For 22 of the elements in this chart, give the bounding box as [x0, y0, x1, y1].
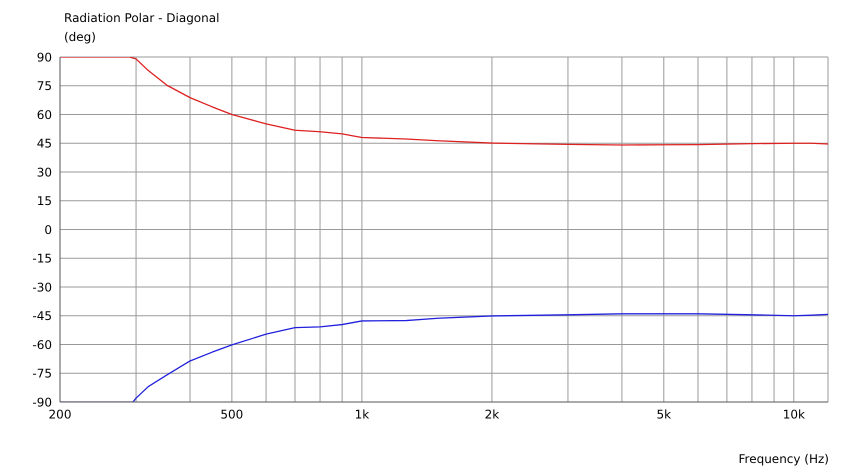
- y-tick-label: 0: [44, 222, 52, 237]
- y-tick-label: -90: [32, 395, 52, 410]
- x-tick-label: 2k: [484, 408, 500, 422]
- y-tick-label: 90: [36, 50, 52, 64]
- x-tick-label: 10k: [782, 408, 805, 422]
- x-tick-label: 500: [220, 408, 244, 422]
- y-tick-label: -60: [32, 338, 52, 352]
- y-tick-label: 15: [36, 194, 52, 208]
- y-axis-title: (deg): [64, 30, 96, 44]
- y-tick-label: -15: [32, 252, 52, 266]
- y-tick-label: 45: [36, 136, 52, 151]
- x-tick-label: 200: [48, 408, 72, 422]
- y-tick-label: 30: [36, 165, 52, 180]
- x-axis-title: Frequency (Hz): [738, 452, 829, 466]
- chart-title: Radiation Polar - Diagonal: [64, 11, 220, 25]
- y-tick-label: -45: [32, 309, 52, 324]
- y-tick-label: 75: [36, 79, 52, 94]
- y-tick-label: -30: [32, 280, 52, 294]
- x-tick-label: 5k: [656, 408, 672, 422]
- x-tick-label: 1k: [354, 408, 370, 422]
- y-tick-label: -75: [32, 366, 52, 381]
- y-tick-label: 60: [36, 108, 52, 122]
